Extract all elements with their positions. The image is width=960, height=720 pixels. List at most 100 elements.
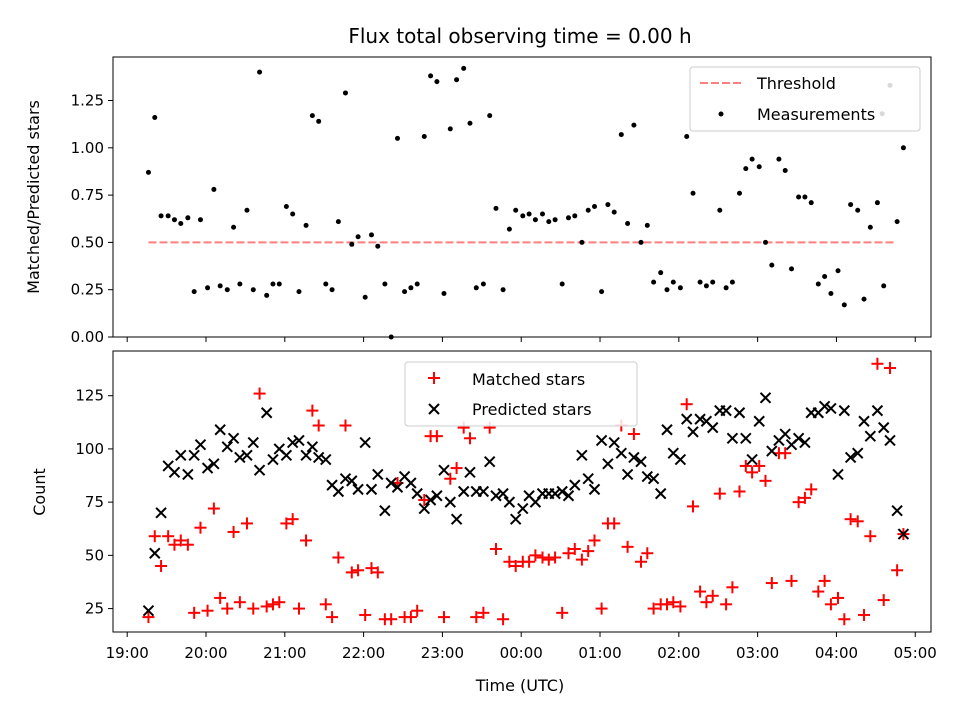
matched-star-marker xyxy=(352,564,365,577)
predicted-star-marker xyxy=(602,458,614,470)
predicted-star-marker xyxy=(674,453,687,466)
measurement-point xyxy=(362,294,368,300)
matched-star-marker xyxy=(312,419,325,432)
measurement-point xyxy=(539,211,545,217)
predicted-star-marker xyxy=(891,504,903,517)
predicted-star-marker xyxy=(477,485,490,498)
measurement-point xyxy=(855,207,861,213)
measurement-point xyxy=(579,239,585,245)
predicted-star-marker xyxy=(621,468,634,481)
matched-star-marker xyxy=(713,487,726,500)
bottom-y-tick-label: 50 xyxy=(85,546,104,564)
measurement-point xyxy=(303,222,309,228)
matched-star-marker xyxy=(884,362,897,375)
predicted-star-marker xyxy=(253,464,266,476)
measurement-point xyxy=(638,239,644,245)
predicted-star-marker xyxy=(509,513,522,525)
matched-star-marker xyxy=(621,540,634,553)
predicted-star-marker xyxy=(182,468,194,481)
predicted-star-marker xyxy=(247,436,259,449)
measurement-point xyxy=(658,270,664,276)
predicted-star-marker xyxy=(766,445,778,457)
predicted-star-marker xyxy=(234,451,246,464)
matched-star-marker xyxy=(529,549,542,562)
matched-star-marker xyxy=(746,466,759,479)
measurement-point xyxy=(421,133,427,139)
measurement-point xyxy=(244,207,250,213)
measurement-point xyxy=(546,219,552,225)
predicted-star-marker xyxy=(733,407,746,419)
top-axes-frame xyxy=(112,56,932,338)
predicted-star-marker xyxy=(608,436,620,449)
measurement-point xyxy=(296,289,302,295)
predicted-star-marker xyxy=(641,470,654,483)
measurement-point xyxy=(690,190,696,196)
matched-star-marker xyxy=(832,591,845,604)
bottom-legend-box xyxy=(404,361,638,427)
top-y-tick-label: 0.50 xyxy=(71,233,104,251)
predicted-star-marker xyxy=(365,483,378,496)
matched-star-marker xyxy=(509,560,522,573)
bottom-y-ticks: 25 50 75 100 125 xyxy=(75,387,113,618)
predicted-star-marker xyxy=(726,432,739,444)
top-y-axis-label: Matched/Predicted stars xyxy=(24,100,43,294)
predicted-star-marker xyxy=(411,487,423,500)
predicted-star-marker xyxy=(832,468,844,481)
predicted-star-marker xyxy=(549,487,561,500)
predicted-star-marker xyxy=(168,466,181,479)
matched-star-marker xyxy=(286,513,299,526)
measurement-point xyxy=(375,243,381,249)
matched-star-marker xyxy=(489,542,502,555)
bottom-legend: Matched stars Predicted stars xyxy=(404,361,638,427)
x-tick-label: 21:00 xyxy=(263,644,306,662)
predicted-star-marker xyxy=(825,402,837,415)
measurement-point xyxy=(329,287,335,293)
matched-star-marker xyxy=(142,611,155,624)
matched-star-marker xyxy=(674,600,687,613)
matched-star-marker xyxy=(332,551,345,564)
matched-star-marker xyxy=(292,602,305,615)
top-y-tick-label: 0.75 xyxy=(71,186,104,204)
predicted-star-marker xyxy=(799,436,811,449)
predicted-star-marker xyxy=(680,413,693,425)
matched-star-marker xyxy=(188,606,201,619)
matched-star-marker xyxy=(739,459,752,472)
measurement-point xyxy=(171,217,177,223)
matched-star-marker xyxy=(575,553,588,566)
matched-star-marker xyxy=(155,560,168,573)
matched-star-marker xyxy=(437,611,450,624)
predicted-star-marker xyxy=(267,453,279,466)
predicted-star-marker xyxy=(503,496,516,508)
matched-star-marker xyxy=(233,596,246,609)
predicted-star-marker xyxy=(569,479,581,491)
matched-star-marker xyxy=(345,566,358,579)
matched-star-marker xyxy=(444,472,457,485)
bottom-axes-frame xyxy=(112,350,932,633)
matched-star-marker xyxy=(181,538,194,551)
predicted-star-marker xyxy=(142,605,155,617)
matched-star-marker xyxy=(680,398,693,411)
predicted-star-marker xyxy=(694,413,706,425)
predicted-star-marker xyxy=(227,432,240,444)
matched-star-marker xyxy=(798,491,811,504)
predicted-star-marker xyxy=(635,455,647,468)
matched-star-marker xyxy=(463,432,476,445)
measurement-point xyxy=(520,213,526,219)
predicted-star-marker xyxy=(339,473,352,485)
measurement-point xyxy=(749,156,755,162)
measurement-point xyxy=(710,279,716,285)
predicted-star-marker xyxy=(280,449,293,462)
matched-star-marker xyxy=(595,602,608,615)
x-tick-label: 03:00 xyxy=(736,644,779,662)
legend-predicted-label: Predicted stars xyxy=(472,400,592,419)
matched-star-marker xyxy=(687,500,700,513)
matched-star-marker xyxy=(430,430,443,443)
measurement-point xyxy=(796,194,802,200)
predicted-star-marker xyxy=(286,436,299,449)
predicted-star-marker xyxy=(418,502,430,515)
matched-star-marker xyxy=(227,525,240,538)
predicted-star-marker xyxy=(615,447,628,459)
predicted-star-marker xyxy=(483,455,496,468)
matched-star-marker xyxy=(661,598,674,611)
measurement-point xyxy=(441,290,447,296)
